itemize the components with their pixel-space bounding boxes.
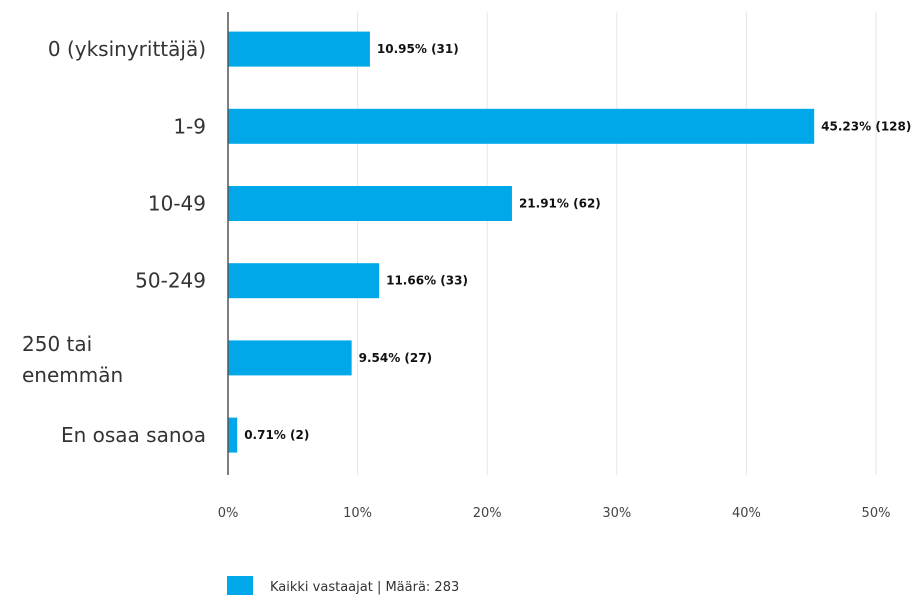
x-tick-label: 50% (862, 506, 891, 521)
category-label: 0 (yksinyrittäjä) (48, 37, 206, 61)
category-label: 1-9 (173, 114, 206, 138)
gridlines (357, 12, 877, 475)
data-label: 11.66% (33) (386, 274, 468, 288)
category-label: 250 tai (22, 332, 92, 356)
legend[interactable]: Kaikki vastaajat | Määrä: 283 (227, 576, 459, 595)
x-tick-label: 10% (343, 506, 372, 521)
x-tick-label: 30% (602, 506, 631, 521)
data-label: 10.95% (31) (377, 42, 459, 56)
bar[interactable] (228, 31, 370, 67)
bar[interactable] (228, 108, 815, 144)
data-label: 45.23% (128) (821, 119, 911, 133)
category-label: 10-49 (148, 192, 206, 216)
labels: 0% 10% 20% 30% 40% 50% 0 (yksinyrittäjä) 10.95%… (22, 37, 911, 521)
bar[interactable] (228, 263, 380, 299)
x-tick-label: 0% (218, 506, 239, 521)
legend-swatch[interactable] (227, 576, 253, 595)
bars (228, 31, 815, 453)
data-label: 21.91% (62) (519, 197, 601, 211)
category-label: En osaa sanoa (61, 423, 206, 447)
x-tick-label: 40% (732, 506, 761, 521)
bar[interactable] (228, 417, 238, 453)
data-label: 0.71% (2) (244, 428, 309, 442)
bar[interactable] (228, 340, 352, 376)
category-label: 50-249 (135, 269, 206, 293)
bar[interactable] (228, 186, 512, 221)
legend-label[interactable]: Kaikki vastaajat | Määrä: 283 (270, 580, 459, 595)
x-tick-label: 20% (473, 506, 502, 521)
category-label: enemmän (22, 363, 123, 387)
data-label: 9.54% (27) (359, 351, 432, 365)
